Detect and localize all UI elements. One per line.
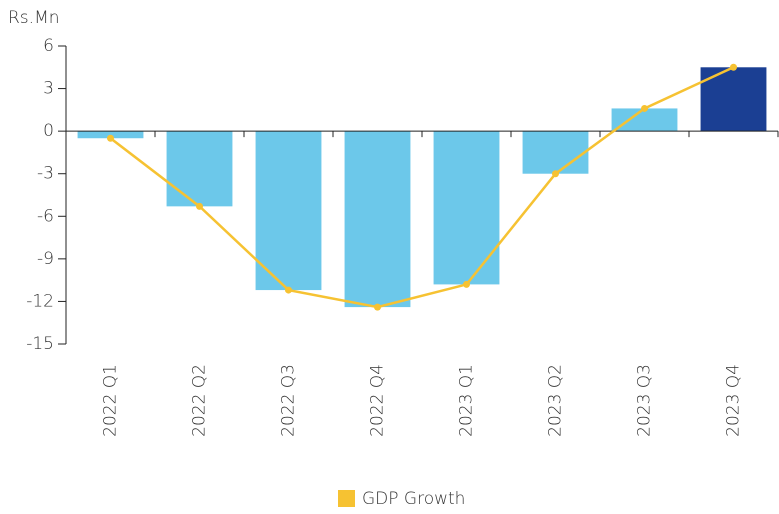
- x-tick-label: 2023 Q3: [635, 364, 655, 437]
- y-tick-label: 0: [43, 121, 54, 141]
- bar: [522, 131, 589, 174]
- line-point: [552, 170, 559, 178]
- y-tick-label: -3: [37, 164, 54, 184]
- bar: [255, 131, 322, 291]
- line-point: [641, 104, 648, 112]
- y-tick-label: -12: [26, 291, 54, 311]
- x-tick-label: 2022 Q4: [368, 364, 388, 437]
- y-tick-label: 3: [43, 79, 54, 99]
- y-tick-label: -9: [37, 249, 54, 269]
- line-point: [730, 63, 737, 71]
- x-tick-label: 2022 Q3: [279, 364, 299, 437]
- legend-swatch: [338, 490, 355, 507]
- bar: [611, 108, 678, 132]
- y-tick-label: -15: [26, 334, 54, 354]
- line-point: [196, 202, 203, 210]
- line-point: [285, 286, 292, 294]
- bar: [166, 131, 233, 207]
- x-tick-label: 2023 Q1: [457, 364, 477, 437]
- x-tick-label: 2022 Q1: [101, 364, 121, 437]
- line-point: [107, 134, 114, 142]
- x-tick-label: 2023 Q2: [546, 364, 566, 437]
- bar: [344, 131, 411, 308]
- legend-label: GDP Growth: [362, 489, 465, 509]
- bar: [77, 131, 144, 139]
- line: [109, 66, 735, 309]
- y-tick-label: 6: [43, 36, 54, 56]
- y-axis-unit: Rs.Mn: [8, 8, 60, 28]
- bar: [433, 131, 500, 285]
- line-point: [374, 303, 381, 311]
- x-tick-label: 2023 Q4: [724, 364, 744, 437]
- line-point: [463, 280, 470, 288]
- x-tick-label: 2022 Q2: [190, 364, 210, 437]
- y-tick-label: -6: [37, 206, 54, 226]
